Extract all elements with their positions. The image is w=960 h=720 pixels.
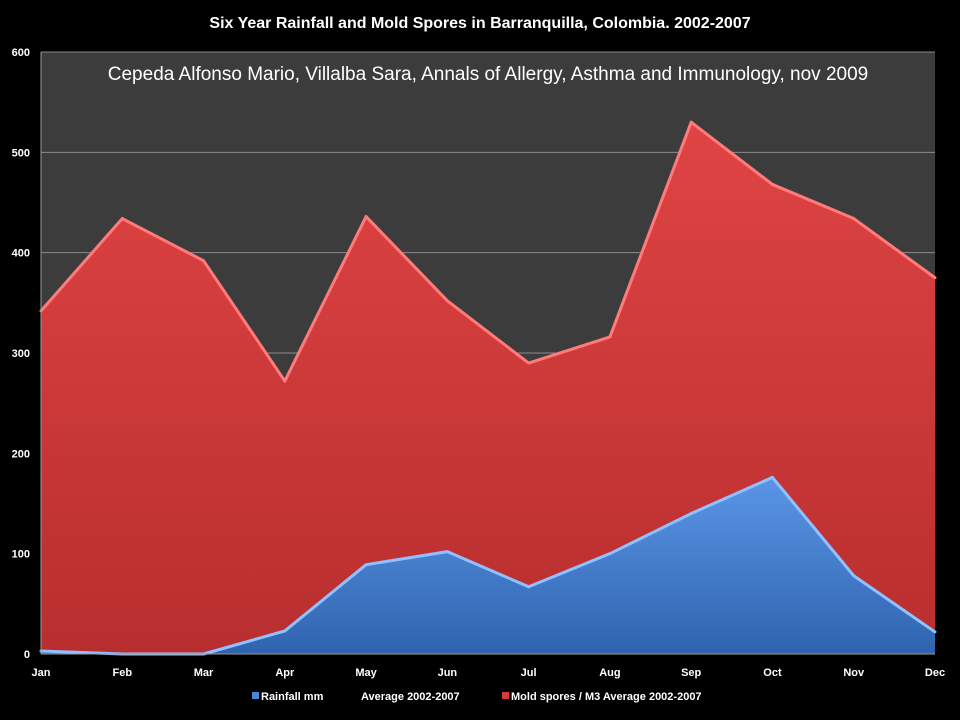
legend-swatch-mold-spores [502, 692, 509, 699]
rainfall-point-sep [689, 512, 693, 516]
mold-spores-point-sep [689, 120, 693, 124]
chart-title: Six Year Rainfall and Mold Spores in Bar… [209, 15, 750, 32]
x-tick-label-jan: Jan [32, 667, 51, 679]
x-tick-label-apr: Apr [275, 667, 295, 679]
x-tick-label-mar: Mar [194, 667, 214, 679]
mold-spores-point-dec [933, 276, 937, 280]
rainfall-point-nov [852, 574, 856, 578]
legend-label-mold-spores: Mold spores / M3 Average 2002-2007 [511, 691, 702, 703]
mold-spores-point-jul [527, 361, 531, 365]
x-tick-label-feb: Feb [112, 667, 132, 679]
y-tick-label-300: 300 [12, 348, 30, 360]
citation-annotation: Cepeda Alfonso Mario, Villalba Sara, Ann… [108, 64, 868, 85]
x-tick-label-aug: Aug [599, 667, 620, 679]
x-tick-label-may: May [355, 667, 377, 679]
axis-layer: 0 100 200 300 400 500 600 Jan Feb Mar Apr May Jun Jul… [12, 47, 945, 679]
x-tick-label-jul: Jul [521, 667, 537, 679]
mold-spores-point-apr [283, 379, 287, 383]
x-tick-label-nov: Nov [843, 667, 865, 679]
mold-spores-point-jun [445, 299, 449, 303]
mold-spores-point-may [364, 215, 368, 219]
mold-spores-edge [39, 120, 936, 383]
rainfall-point-aug [608, 552, 612, 556]
x-tick-label-dec: Dec [925, 667, 945, 679]
rainfall-point-may [364, 563, 368, 567]
y-tick-label-400: 400 [12, 248, 30, 260]
y-tick-label-100: 100 [12, 549, 30, 561]
rainfall-area [41, 477, 935, 654]
rainfall-point-oct [770, 475, 774, 479]
legend-label-rainfall: Rainfall mm [261, 691, 324, 703]
mold-spores-point-mar [202, 259, 206, 263]
mold-spores-point-oct [770, 182, 774, 186]
x-tick-label-jun: Jun [438, 667, 458, 679]
x-tick-label-oct: Oct [763, 667, 782, 679]
legend: Rainfall mm Average 2002-2007 Mold spores … [252, 691, 702, 703]
legend-swatch-rainfall [252, 692, 259, 699]
rainfall-point-dec [933, 630, 937, 634]
mold-spores-point-nov [852, 217, 856, 221]
y-tick-label-200: 200 [12, 448, 30, 460]
mold-spores-point-aug [608, 335, 612, 339]
x-tick-label-sep: Sep [681, 667, 701, 679]
rainfall-point-apr [283, 629, 287, 633]
rainfall-point-jun [445, 550, 449, 554]
rainfall-point-jul [527, 585, 531, 589]
y-tick-label-500: 500 [12, 147, 30, 159]
mold-spores-point-feb [120, 217, 124, 221]
y-tick-label-0: 0 [24, 649, 30, 661]
legend-suffix-rainfall: Average 2002-2007 [361, 691, 460, 703]
y-tick-label-600: 600 [12, 47, 30, 59]
